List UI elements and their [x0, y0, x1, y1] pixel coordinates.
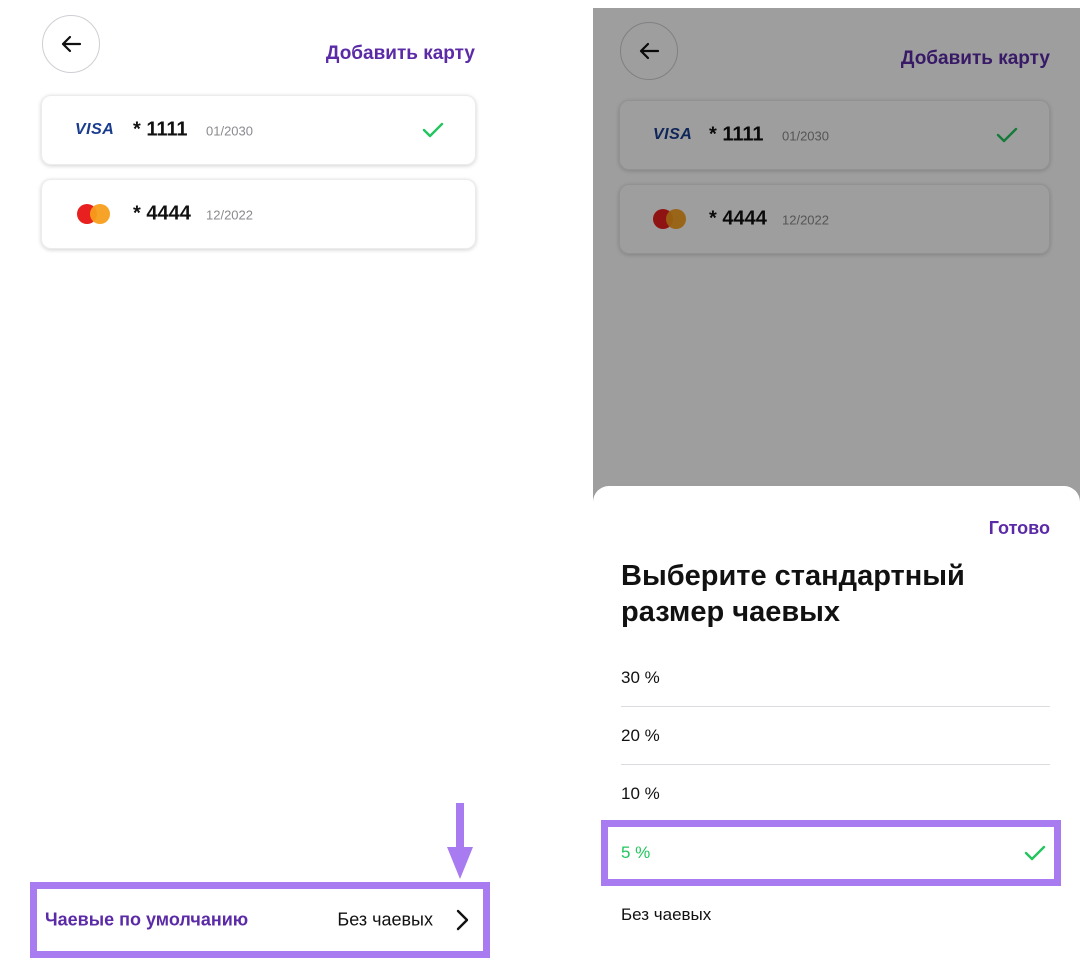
card-expiry: 01/2030 — [206, 123, 253, 139]
tips-picker-screen: Добавить карту VISA * 1111 01/2030 * 444… — [593, 8, 1080, 970]
card-item-mastercard[interactable]: * 4444 12/2022 — [619, 184, 1050, 254]
card-number: * 4444 — [133, 202, 191, 225]
tip-option-label: 20 % — [621, 726, 660, 745]
tip-option-none[interactable]: Без чаевых — [621, 886, 1050, 944]
tip-option-20[interactable]: 20 % — [621, 707, 1050, 765]
card-number: * 4444 — [709, 207, 767, 230]
card-item-visa[interactable]: VISA * 1111 01/2030 — [41, 95, 476, 165]
card-expiry: 01/2030 — [782, 128, 829, 144]
card-number: * 1111 — [709, 123, 764, 146]
tip-option-label: Без чаевых — [621, 905, 712, 924]
sheet-title: Выберите стандартный размер чаевых — [621, 560, 965, 628]
mastercard-logo — [653, 209, 687, 229]
tip-option-10[interactable]: 10 % — [621, 765, 1050, 823]
card-item-visa[interactable]: VISA * 1111 01/2030 — [619, 100, 1050, 170]
tips-bottom-sheet: Готово Выберите стандартный размер чаевы… — [593, 486, 1080, 970]
add-card-link[interactable]: Добавить карту — [900, 48, 1050, 69]
arrow-left-icon — [639, 42, 660, 60]
visa-logo: VISA — [653, 126, 693, 143]
mastercard-logo — [77, 204, 111, 224]
divider — [621, 706, 1050, 707]
tips-row-label: Чаевые по умолчанию — [45, 909, 249, 930]
card-number: * 1111 — [133, 118, 188, 141]
add-card-link[interactable]: Добавить карту — [325, 43, 475, 64]
card-list-screen: Добавить карту VISA * 1111 01/2030 * 444… — [20, 0, 496, 970]
check-icon — [996, 127, 1018, 143]
chevron-right-icon — [456, 909, 469, 931]
tip-option-30[interactable]: 30 % — [621, 649, 1050, 707]
tip-option-label: 30 % — [621, 668, 660, 687]
arrow-left-icon — [61, 35, 82, 53]
check-icon — [422, 122, 444, 138]
visa-logo: VISA — [75, 121, 115, 138]
tips-row-value: Без чаевых — [337, 909, 433, 930]
tip-option-label: 10 % — [621, 784, 660, 803]
arrow-down-icon — [447, 803, 473, 879]
back-button[interactable] — [42, 15, 100, 73]
tip-option-label: 5 % — [621, 843, 651, 862]
check-icon — [1024, 845, 1046, 861]
card-expiry: 12/2022 — [206, 207, 253, 223]
back-button[interactable] — [620, 22, 678, 80]
divider — [621, 764, 1050, 765]
done-button[interactable]: Готово — [988, 518, 1050, 538]
tip-option-5-selected[interactable]: 5 % — [601, 820, 1061, 886]
default-tips-row[interactable]: Чаевые по умолчанию Без чаевых — [30, 882, 490, 958]
card-expiry: 12/2022 — [782, 212, 829, 228]
card-item-mastercard[interactable]: * 4444 12/2022 — [41, 179, 476, 249]
